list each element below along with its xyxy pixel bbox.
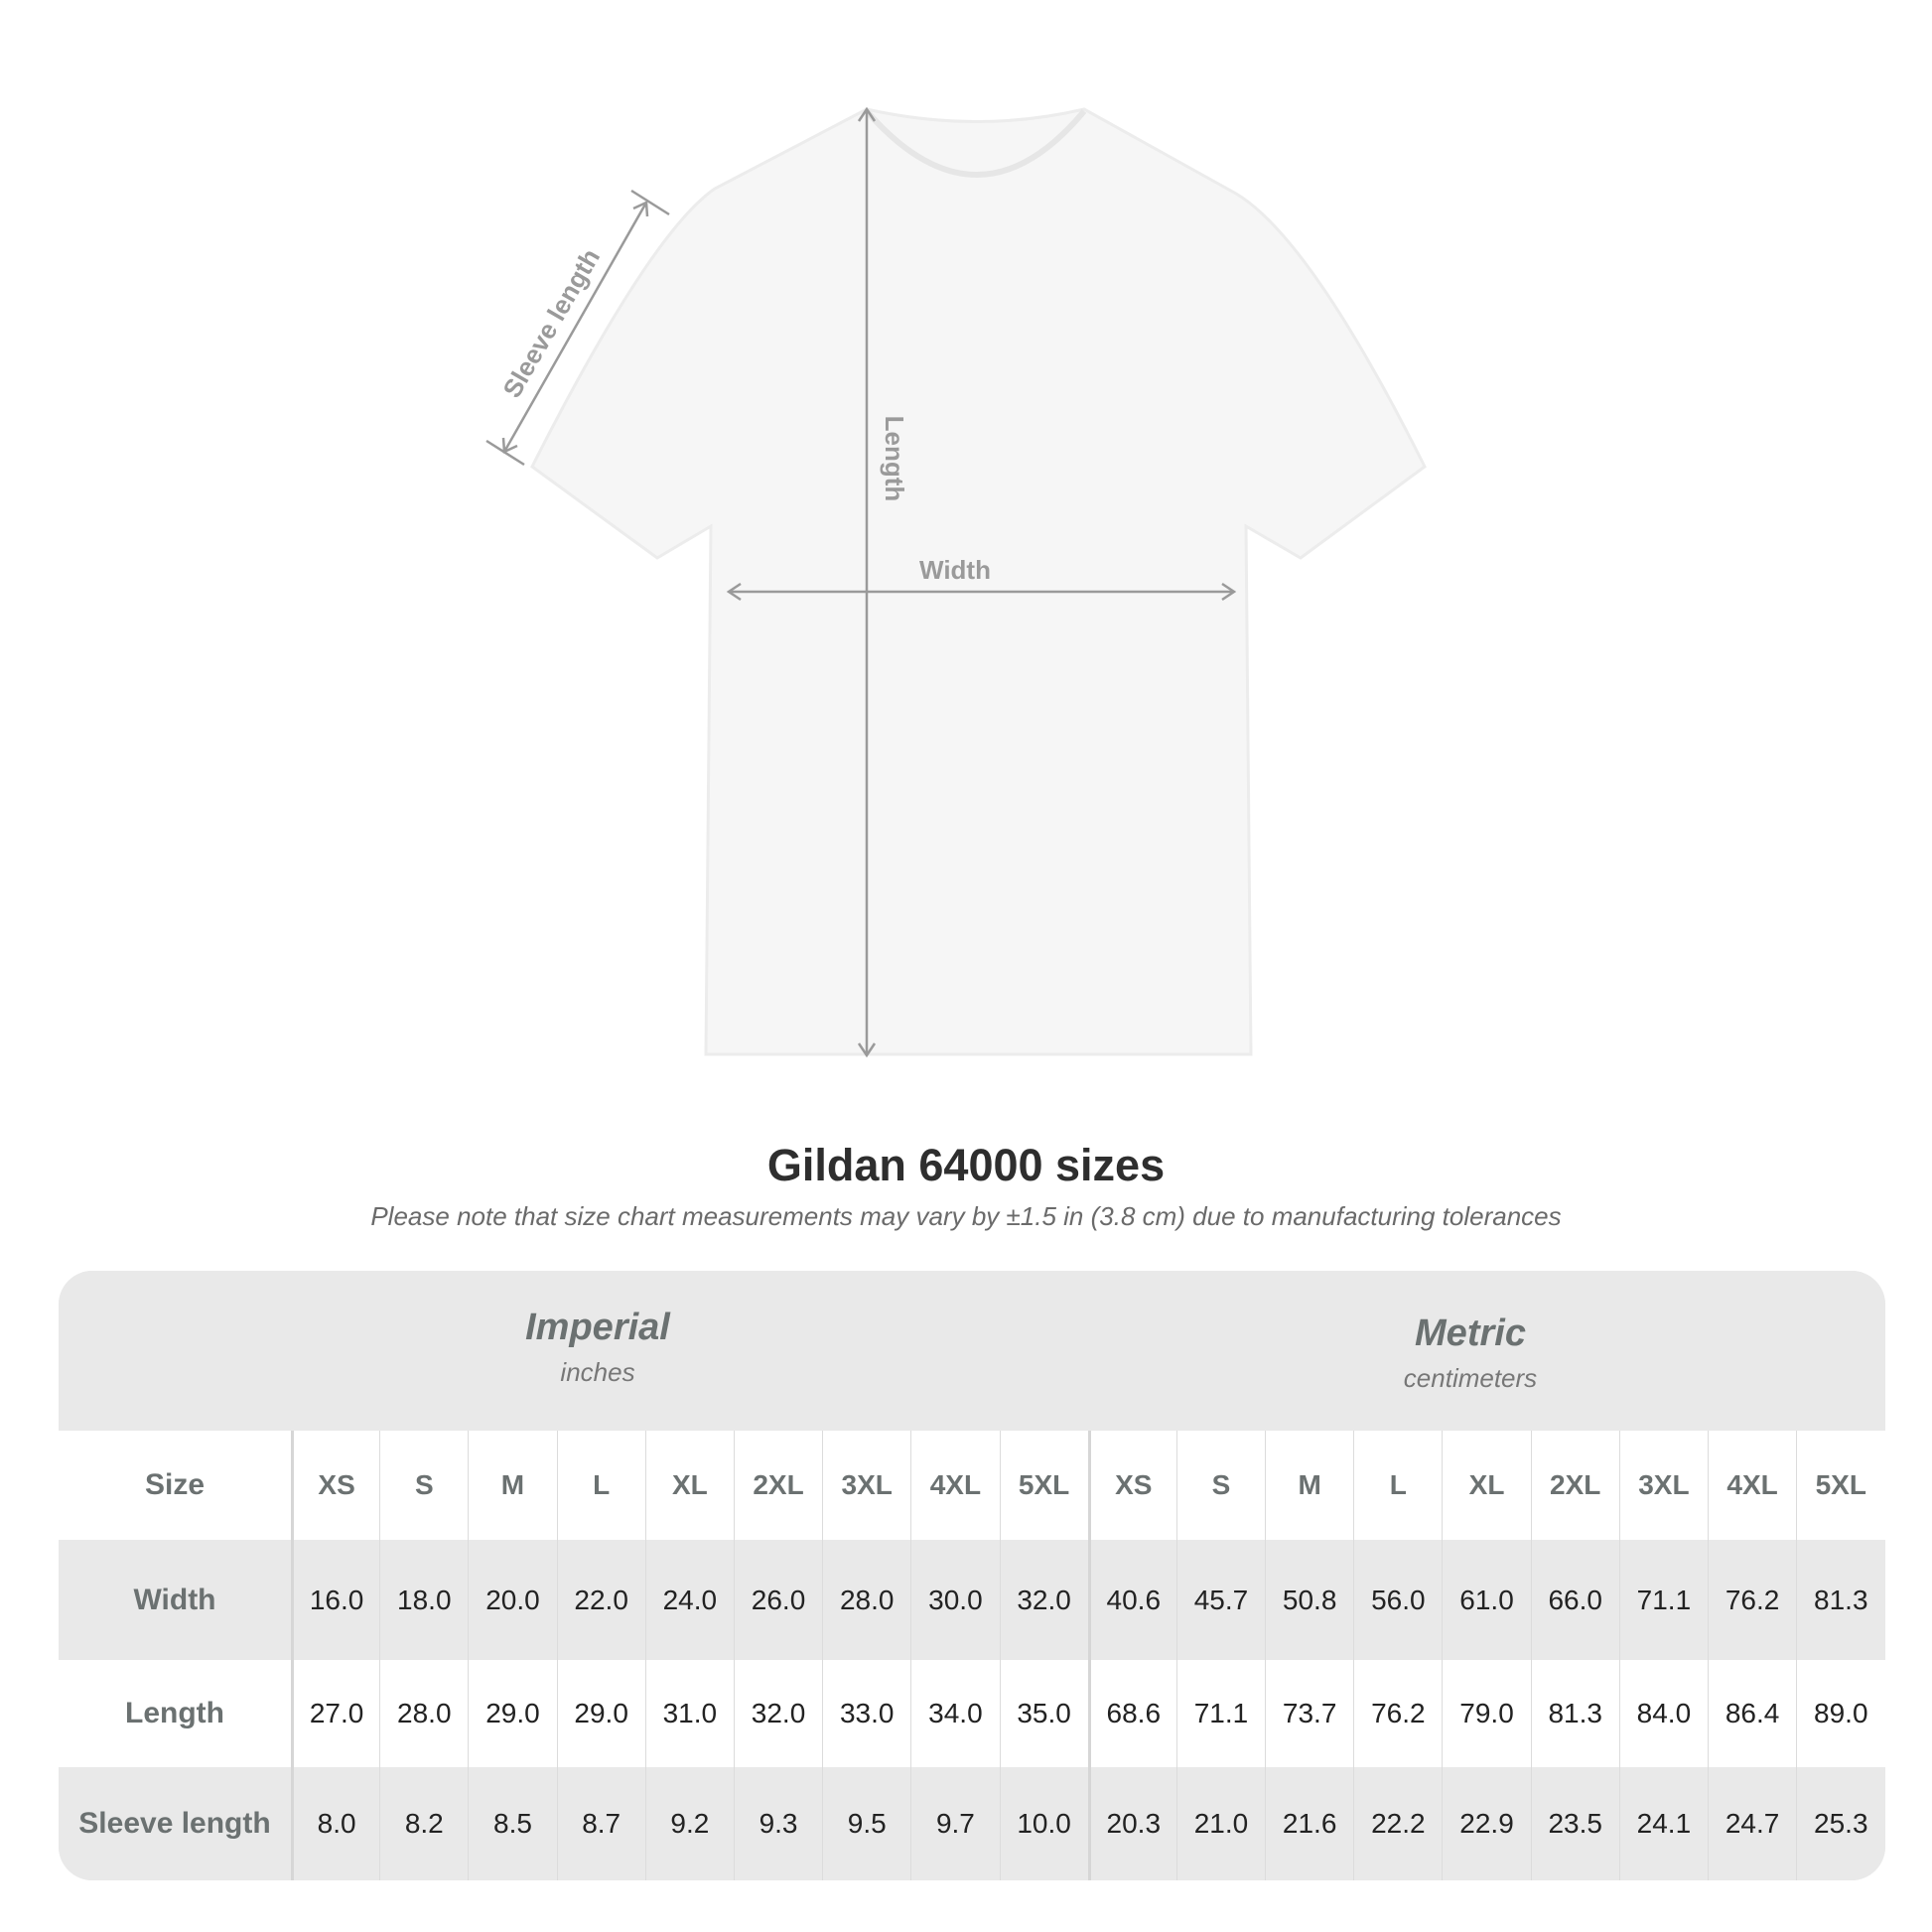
measurement-cell: 22.0 (556, 1540, 645, 1660)
measurement-cell: 29.0 (468, 1660, 556, 1767)
measurement-cell: 71.1 (1618, 1540, 1708, 1660)
measurement-cell: 73.7 (1265, 1660, 1353, 1767)
size-header-cell: 4XL (1708, 1431, 1796, 1540)
size-row: Size XS S M L XL 2XL 3XL 4XL 5XL XS S M L XL 2XL 3XL 4XL… (59, 1431, 1885, 1540)
measurement-cell: 76.2 (1708, 1540, 1796, 1660)
size-header-cell: 2XL (733, 1431, 822, 1540)
width-row: Width 16.0 18.0 20.0 22.0 24.0 26.0 28.0 30.0 32.… (59, 1540, 1885, 1660)
row-label: Sleeve length (78, 1807, 271, 1840)
size-header-cell: XS (1087, 1431, 1176, 1540)
units-header: Imperial inches Metric centimeters (59, 1271, 1885, 1431)
measurement-cell: 35.0 (999, 1660, 1088, 1767)
metric-unit: centimeters (1403, 1363, 1538, 1393)
length-row: Length 27.0 28.0 29.0 29.0 31.0 32.0 33.0 34.0 35… (59, 1660, 1885, 1767)
measurement-cell: 21.6 (1265, 1767, 1353, 1880)
row-label: Length (125, 1697, 224, 1729)
size-header-cell: XL (644, 1431, 734, 1540)
measurement-cell: 10.0 (999, 1767, 1088, 1880)
size-header-cell: S (379, 1431, 468, 1540)
measurement-cell: 22.9 (1442, 1767, 1530, 1880)
width-label: Width (919, 555, 991, 585)
size-header-cell: XL (1442, 1431, 1530, 1540)
measurement-cell: 34.0 (910, 1660, 999, 1767)
measurement-cell: 86.4 (1708, 1660, 1796, 1767)
imperial-unit: inches (560, 1357, 635, 1387)
measurement-cell: 76.2 (1353, 1660, 1442, 1767)
size-header-cell: L (1353, 1431, 1442, 1540)
size-header-cell: S (1175, 1431, 1265, 1540)
measurement-cell: 79.0 (1442, 1660, 1530, 1767)
measurement-cell: 8.2 (379, 1767, 468, 1880)
measurement-cell: 24.7 (1708, 1767, 1796, 1880)
measurement-cell: 9.2 (644, 1767, 734, 1880)
measurement-cell: 45.7 (1175, 1540, 1265, 1660)
tolerance-note: Please note that size chart measurements… (370, 1201, 1562, 1231)
measurement-cell: 8.0 (291, 1767, 379, 1880)
size-header-cell: 5XL (999, 1431, 1088, 1540)
measurement-cell: 20.3 (1087, 1767, 1176, 1880)
measurement-cell: 24.0 (644, 1540, 734, 1660)
measurement-cell: 40.6 (1087, 1540, 1176, 1660)
measurement-cell: 24.1 (1618, 1767, 1708, 1880)
sleeve-length-arrow (502, 202, 648, 453)
measurement-cell: 9.7 (910, 1767, 999, 1880)
measurement-cell: 25.3 (1796, 1767, 1884, 1880)
tshirt-shape (530, 107, 1427, 1056)
measurement-cell: 71.1 (1175, 1660, 1265, 1767)
size-header-cell: 3XL (822, 1431, 910, 1540)
measurement-cell: 31.0 (644, 1660, 734, 1767)
measurement-cell: 27.0 (291, 1660, 379, 1767)
measurement-cell: 21.0 (1175, 1767, 1265, 1880)
measurement-cell: 16.0 (291, 1540, 379, 1660)
imperial-label: Imperial (525, 1307, 670, 1348)
measurement-cell: 84.0 (1618, 1660, 1708, 1767)
length-label: Length (880, 416, 909, 502)
size-header-cell: L (556, 1431, 645, 1540)
measurement-cell: 18.0 (379, 1540, 468, 1660)
size-header-cell: XS (291, 1431, 379, 1540)
size-row-label: Size (144, 1468, 206, 1501)
row-label: Width (133, 1583, 216, 1616)
size-header-cell: 3XL (1618, 1431, 1708, 1540)
measurement-cell: 26.0 (733, 1540, 822, 1660)
measurement-cell: 32.0 (733, 1660, 822, 1767)
size-chart-table: Imperial inches Metric centimeters Size … (59, 1271, 1885, 1880)
measurement-cell: 22.2 (1353, 1767, 1442, 1880)
measurement-cell: 81.3 (1796, 1540, 1884, 1660)
measurement-cell: 20.0 (468, 1540, 556, 1660)
measurement-cell: 32.0 (999, 1540, 1088, 1660)
measurement-cell: 61.0 (1442, 1540, 1530, 1660)
imperial-header: Imperial inches (300, 1307, 896, 1388)
measurement-cell: 29.0 (556, 1660, 645, 1767)
measurement-cell: 8.5 (468, 1767, 556, 1880)
metric-header: Metric centimeters (1173, 1312, 1768, 1394)
page-title: Gildan 64000 sizes (766, 1140, 1166, 1190)
size-header-cell: 5XL (1796, 1431, 1884, 1540)
measurement-cell: 28.0 (379, 1660, 468, 1767)
measurement-cell: 66.0 (1530, 1540, 1619, 1660)
tshirt-diagram: Length Width Sleeve length (485, 106, 1427, 1058)
size-header-cell: M (1265, 1431, 1353, 1540)
measurement-cell: 50.8 (1265, 1540, 1353, 1660)
measurement-cell: 30.0 (910, 1540, 999, 1660)
measurement-cell: 9.5 (822, 1767, 910, 1880)
size-header-cell: 4XL (910, 1431, 999, 1540)
measurement-cell: 23.5 (1530, 1767, 1619, 1880)
measurement-cell: 8.7 (556, 1767, 645, 1880)
metric-label: Metric (1415, 1312, 1526, 1354)
measurement-cell: 9.3 (733, 1767, 822, 1880)
measurement-cell: 68.6 (1087, 1660, 1176, 1767)
measurement-cell: 81.3 (1530, 1660, 1619, 1767)
sleeve-length-row: Sleeve length 8.0 8.2 8.5 8.7 9.2 9.3 9.5 9.7 10.… (59, 1767, 1885, 1880)
measurement-cell: 33.0 (822, 1660, 910, 1767)
measurement-cell: 89.0 (1796, 1660, 1884, 1767)
size-header-cell: M (468, 1431, 556, 1540)
size-header-cell: 2XL (1530, 1431, 1619, 1540)
measurement-cell: 28.0 (822, 1540, 910, 1660)
measurement-cell: 56.0 (1353, 1540, 1442, 1660)
